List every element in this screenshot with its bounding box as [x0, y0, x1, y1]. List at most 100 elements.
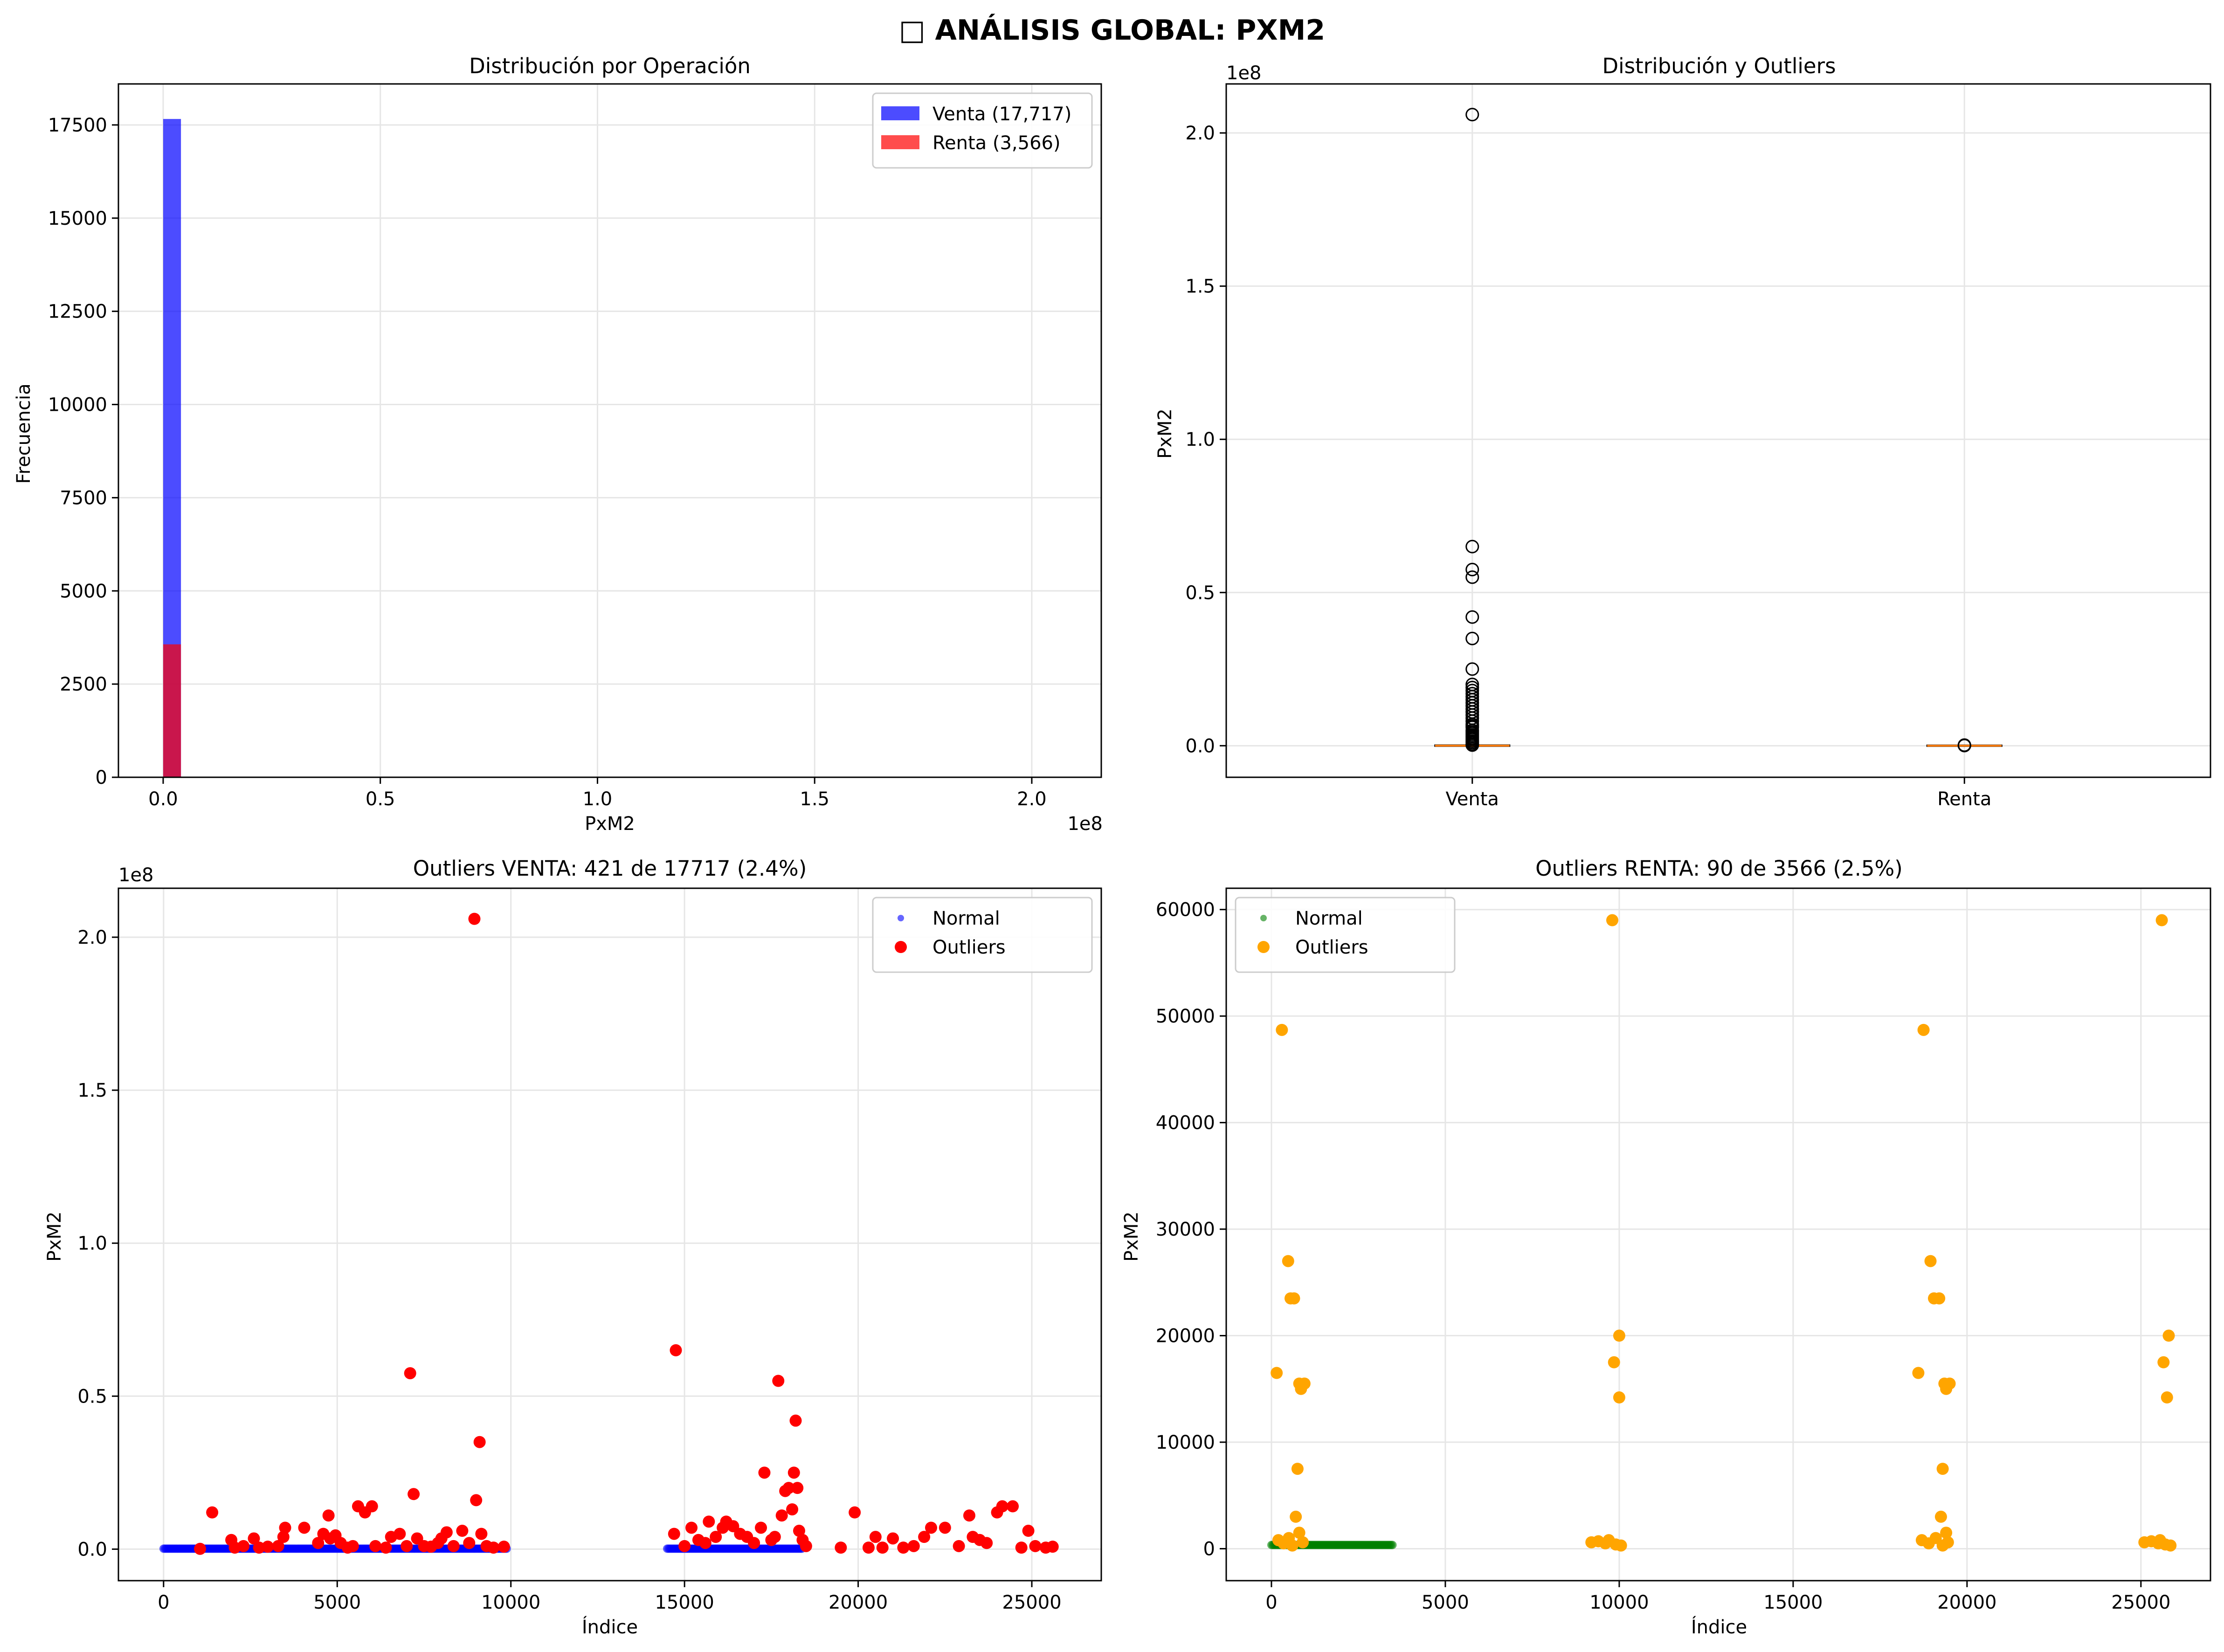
- renta-outlier-point: [1933, 1292, 1946, 1305]
- renta-ytick-label: 30000: [1156, 1219, 1215, 1240]
- renta-legend-label: Outliers: [1295, 937, 1368, 958]
- box-flier: [1957, 739, 1971, 753]
- renta-outlier-point: [1293, 1527, 1305, 1539]
- box-ytick-label: 1.0: [1185, 429, 1215, 450]
- venta-outlier-point: [849, 1506, 861, 1519]
- venta-title: Outliers VENTA: 421 de 17717 (2.4%): [413, 856, 807, 881]
- box-title: Distribución y Outliers: [1602, 54, 1836, 78]
- hist-xlabel: PxM2: [585, 813, 635, 835]
- venta-outlier-point: [277, 1531, 290, 1543]
- renta-outlier-point: [2154, 1534, 2166, 1547]
- hist-ytick-label: 0: [96, 767, 107, 788]
- box-frame: [1225, 83, 2211, 778]
- box-ytick-label: 0.5: [1185, 582, 1215, 604]
- venta-outlier-point: [312, 1537, 325, 1549]
- venta-outlier-point: [887, 1532, 899, 1545]
- renta-normal-point: [1388, 1541, 1397, 1549]
- venta-outlier-point: [775, 1509, 788, 1522]
- venta-outlier-point: [678, 1540, 691, 1552]
- box-flier: [1465, 562, 1479, 576]
- venta-ytick-label: 0.5: [77, 1386, 107, 1407]
- renta-outlier-point: [1940, 1527, 1953, 1539]
- hist-ytick-label: 2500: [60, 674, 107, 695]
- venta-outlier-point: [1022, 1525, 1035, 1537]
- renta-xtick-label: 10000: [1589, 1592, 1649, 1613]
- renta-outlier-point: [2161, 1391, 2173, 1404]
- renta-outlier-point: [1941, 1536, 1954, 1548]
- hist-ytick-label: 5000: [60, 581, 107, 602]
- venta-outlier-point: [468, 912, 481, 925]
- box-flier: [1465, 610, 1479, 624]
- box-xtick-label: Renta: [1937, 788, 1991, 810]
- hist-bar: [163, 644, 181, 777]
- venta-outlier-point: [897, 1541, 910, 1554]
- venta-outlier-point: [380, 1541, 392, 1554]
- venta-scatter-panel: Outliers VENTA: 421 de 17717 (2.4%) Índi…: [44, 856, 1102, 1638]
- venta-xlabel: Índice: [582, 1616, 638, 1638]
- renta-outlier-point: [1291, 1463, 1304, 1475]
- venta-ylabel: PxM2: [44, 1211, 65, 1262]
- venta-xtick-label: 5000: [313, 1592, 361, 1613]
- venta-legend-label: Normal: [932, 908, 1000, 929]
- box-flier: [1465, 662, 1479, 676]
- venta-xtick-label: 10000: [481, 1592, 540, 1613]
- renta-outlier-point: [1912, 1367, 1925, 1379]
- venta-frame: [117, 887, 1102, 1582]
- renta-ylabel: PxM2: [1121, 1211, 1142, 1262]
- venta-ytick-label: 1.5: [77, 1080, 107, 1101]
- box-xtick-label: Venta: [1446, 788, 1499, 810]
- box-flier: [1465, 570, 1479, 584]
- venta-outlier-point: [939, 1521, 951, 1534]
- venta-ytick-label: 0.0: [77, 1539, 107, 1560]
- renta-ytick-label: 60000: [1156, 899, 1215, 921]
- venta-legend-marker: [898, 915, 904, 921]
- renta-xtick-label: 5000: [1422, 1592, 1469, 1613]
- venta-outlier-point: [237, 1540, 250, 1552]
- renta-outlier-point: [1943, 1377, 1956, 1390]
- venta-outlier-point: [869, 1531, 882, 1543]
- hist-ytick-label: 12500: [48, 301, 107, 323]
- renta-outlier-point: [1924, 1255, 1937, 1267]
- venta-xtick-label: 15000: [655, 1592, 714, 1613]
- box-ytick-label: 0.0: [1185, 735, 1215, 757]
- hist-legend-box: [872, 92, 1093, 169]
- histogram-panel: Distribución por Operación PxM2 Frecuenc…: [13, 54, 1103, 835]
- venta-ytick-label: 1.0: [77, 1233, 107, 1254]
- venta-outlier-point: [668, 1528, 680, 1540]
- venta-legend-label: Outliers: [932, 937, 1006, 958]
- hist-ylabel: Frecuencia: [13, 383, 35, 484]
- renta-outlier-point: [1286, 1539, 1298, 1552]
- hist-ytick-label: 15000: [48, 208, 107, 229]
- venta-outlier-point: [404, 1367, 416, 1380]
- venta-outlier-point: [366, 1500, 378, 1513]
- venta-outlier-point: [755, 1521, 767, 1534]
- hist-legend-swatch: [881, 135, 919, 149]
- hist-ytick-label: 7500: [60, 487, 107, 509]
- venta-outlier-point: [685, 1521, 698, 1534]
- venta-outlier-point: [953, 1540, 965, 1552]
- venta-outlier-point: [835, 1541, 847, 1554]
- venta-outlier-point: [346, 1540, 359, 1552]
- hist-legend-label: Venta (17,717): [932, 104, 1071, 125]
- renta-outlier-point: [1606, 914, 1618, 926]
- venta-outlier-point: [782, 1482, 795, 1494]
- venta-outlier-point: [800, 1540, 812, 1552]
- venta-outlier-point: [473, 1436, 486, 1448]
- venta-outlier-point: [996, 1500, 1008, 1513]
- hist-ytick-label: 10000: [48, 394, 107, 416]
- venta-outlier-point: [963, 1509, 975, 1522]
- hist-xtick-label: 0.0: [148, 788, 178, 810]
- renta-outlier-point: [1613, 1391, 1625, 1404]
- venta-legend-marker: [895, 941, 907, 953]
- renta-outlier-point: [1613, 1329, 1625, 1342]
- renta-outlier-point: [1297, 1536, 1309, 1548]
- venta-outlier-point: [787, 1466, 800, 1479]
- renta-ytick-label: 0: [1203, 1538, 1215, 1560]
- venta-outlier-point: [748, 1537, 760, 1549]
- hist-offset-text: 1e8: [1067, 813, 1103, 835]
- box-ytick-label: 2.0: [1185, 123, 1215, 144]
- venta-outlier-point: [789, 1414, 802, 1427]
- venta-outlier-point: [1029, 1540, 1042, 1552]
- renta-ytick-label: 20000: [1156, 1326, 1215, 1347]
